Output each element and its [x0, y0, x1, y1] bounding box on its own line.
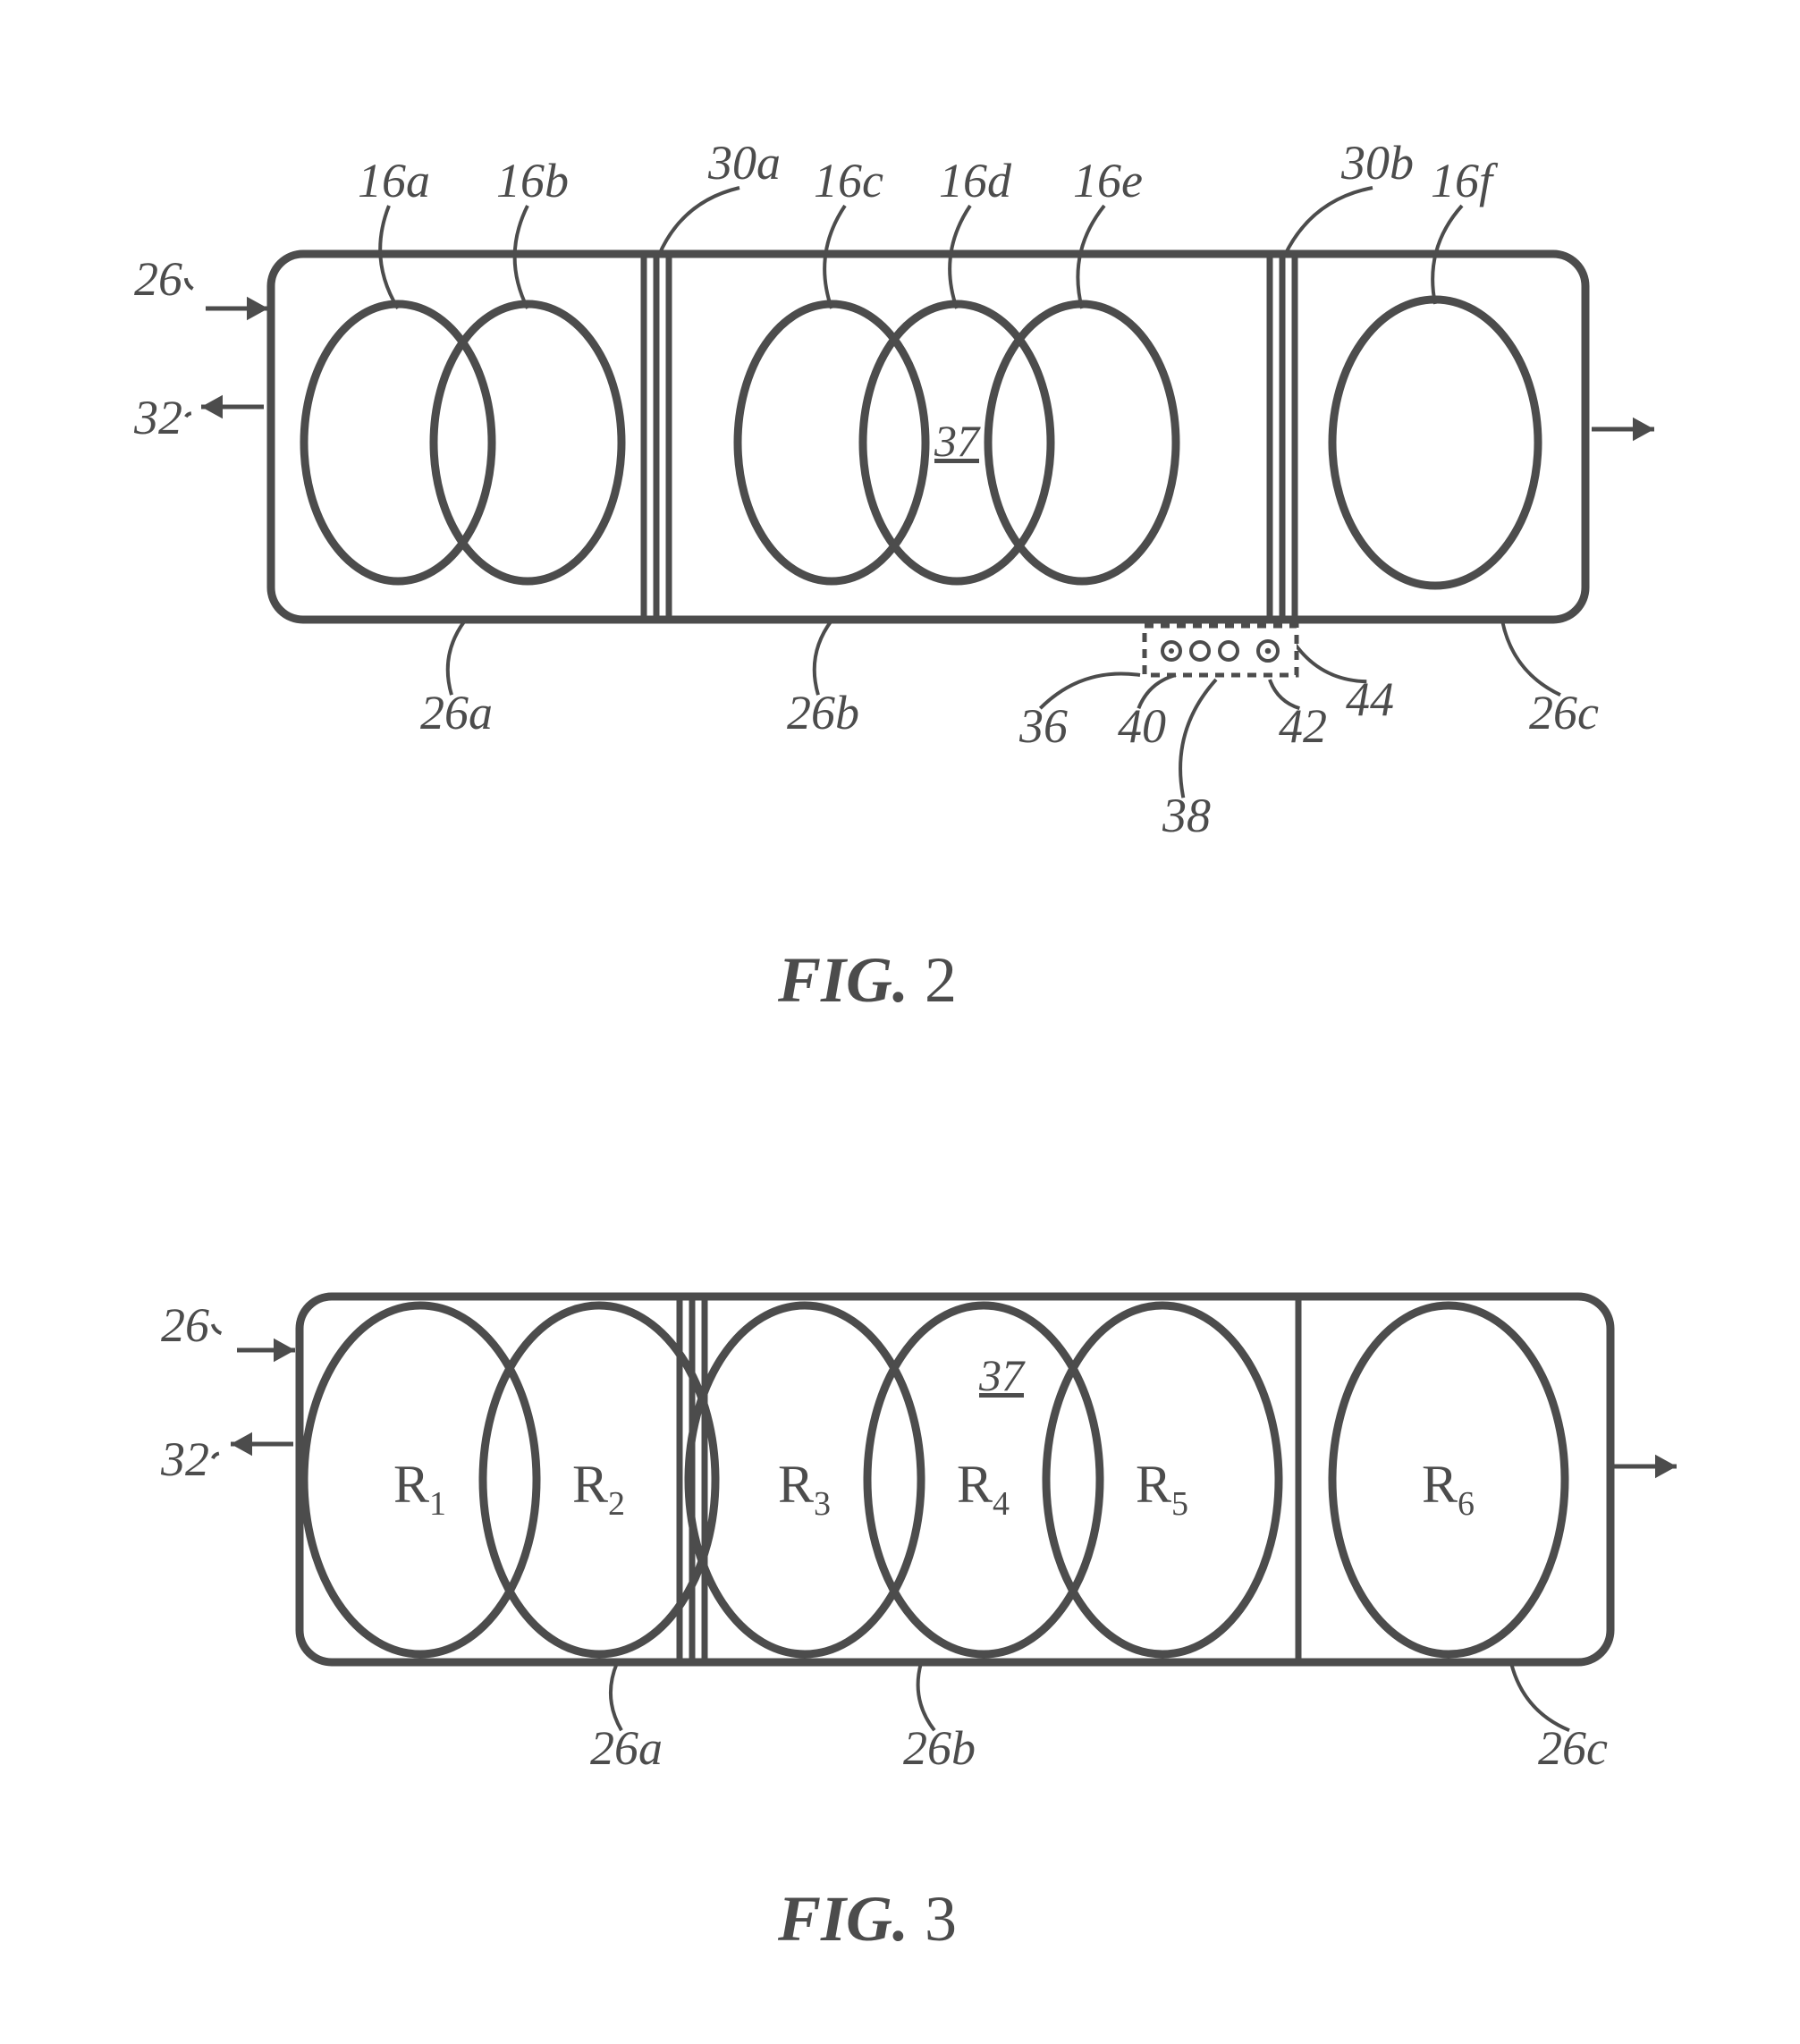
ref-label: 38 [1162, 789, 1211, 842]
ref-label: 26c [1529, 686, 1599, 739]
ref-label: 30b [1340, 136, 1414, 190]
ellipse-16f [1332, 300, 1538, 586]
region-label: R6 [1422, 1455, 1475, 1523]
arrowhead [247, 297, 268, 320]
indicator-pip [1169, 648, 1174, 654]
ref-label: 26c [1538, 1721, 1608, 1775]
region-label: R1 [393, 1455, 446, 1523]
figure-caption: FIG. 3 [777, 1883, 957, 1955]
arrowhead [231, 1432, 252, 1456]
leader [1511, 1663, 1569, 1730]
region-label: R4 [957, 1455, 1010, 1523]
ref-label: 16d [939, 154, 1012, 207]
leader [1180, 680, 1216, 798]
ref-label: 26b [787, 686, 859, 739]
ref-label: 16c [814, 154, 883, 207]
arrowhead [201, 395, 223, 418]
ref-label: 40 [1118, 699, 1166, 753]
ref-label: 16a [358, 154, 430, 207]
ref-label: 16f [1431, 154, 1499, 207]
region-label: R2 [572, 1455, 625, 1523]
leader [213, 1453, 219, 1458]
leader [659, 188, 739, 255]
ref-label: 32 [133, 391, 182, 444]
leader [611, 1663, 621, 1730]
arrowhead [274, 1339, 295, 1362]
ref-label: 30a [707, 136, 781, 190]
leader [186, 413, 191, 417]
ref-label: 16b [496, 154, 569, 207]
center-label: 37 [978, 1350, 1026, 1400]
ellipse-16c [738, 304, 925, 581]
leader [448, 621, 465, 695]
leader [1285, 188, 1373, 255]
center-label: 37 [934, 416, 981, 466]
region-label: R3 [778, 1455, 831, 1523]
ref-label: 32 [160, 1432, 209, 1486]
ref-label: 26 [134, 252, 182, 306]
ref-label: 26 [161, 1298, 209, 1352]
ref-label: 42 [1279, 699, 1327, 753]
indicator-pip [1265, 648, 1272, 655]
ref-label: 16e [1073, 154, 1143, 207]
leader [213, 1324, 222, 1333]
leader [1502, 621, 1560, 695]
leader [186, 278, 193, 289]
ellipse-16b [434, 304, 621, 581]
diagram-canvas: 3716a16b30a16c16d16e30b16f263226a26b3640… [0, 0, 1800, 2044]
arrowhead [1655, 1455, 1677, 1478]
leader [815, 621, 832, 695]
region-label: R5 [1136, 1455, 1188, 1523]
ellipse-16e [988, 304, 1176, 581]
ref-label: 26a [420, 686, 493, 739]
leader [918, 1663, 934, 1730]
figure-caption: FIG. 2 [777, 944, 957, 1016]
arrowhead [1633, 418, 1654, 441]
ref-label: 26b [903, 1721, 976, 1775]
ref-label: 26a [590, 1721, 663, 1775]
